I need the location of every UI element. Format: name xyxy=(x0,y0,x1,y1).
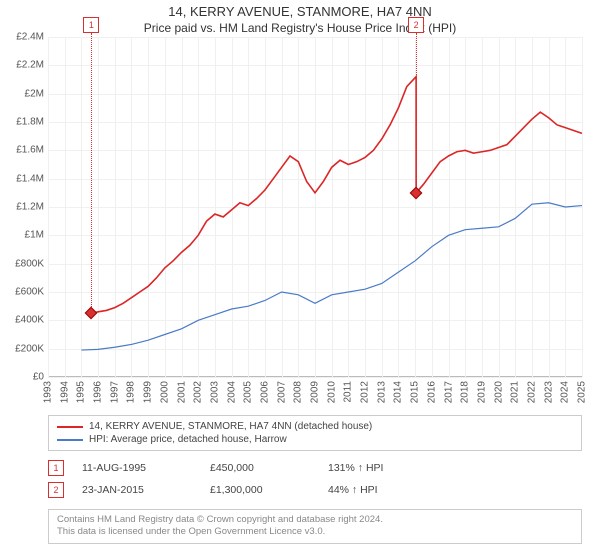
x-axis-label: 2005 xyxy=(243,381,254,403)
gridline-h xyxy=(48,377,582,378)
x-axis-label: 2007 xyxy=(276,381,287,403)
y-axis-label: £2M xyxy=(25,88,44,99)
x-axis-label: 1999 xyxy=(143,381,154,403)
y-axis-label: £2.2M xyxy=(16,60,44,71)
x-axis-label: 2013 xyxy=(376,381,387,403)
legend-label: HPI: Average price, detached house, Harr… xyxy=(89,434,287,445)
x-axis-label: 2004 xyxy=(226,381,237,403)
x-axis-label: 1996 xyxy=(93,381,104,403)
y-axis-label: £200K xyxy=(15,343,44,354)
transaction-hpi: 131% ↑ HPI xyxy=(328,462,582,474)
y-axis-label: £600K xyxy=(15,287,44,298)
transaction-date: 11-AUG-1995 xyxy=(82,462,192,474)
x-axis-label: 2024 xyxy=(560,381,571,403)
transaction-price: £450,000 xyxy=(210,462,310,474)
x-axis-label: 2000 xyxy=(159,381,170,403)
legend-swatch xyxy=(57,439,83,441)
x-axis-label: 2009 xyxy=(310,381,321,403)
y-axis-label: £1.2M xyxy=(16,202,44,213)
y-axis-label: £2.4M xyxy=(16,32,44,43)
price-chart: £0£200K£400K£600K£800K£1M£1.2M£1.4M£1.6M… xyxy=(48,37,582,377)
y-axis-label: £1.6M xyxy=(16,145,44,156)
x-axis-label: 2006 xyxy=(259,381,270,403)
y-axis-label: £1.4M xyxy=(16,173,44,184)
legend-swatch xyxy=(57,426,83,428)
x-axis-label: 2002 xyxy=(193,381,204,403)
legend-row: 14, KERRY AVENUE, STANMORE, HA7 4NN (det… xyxy=(57,420,573,433)
y-axis-label: £1.8M xyxy=(16,117,44,128)
x-axis-label: 2018 xyxy=(460,381,471,403)
x-axis-label: 2008 xyxy=(293,381,304,403)
x-axis-label: 2014 xyxy=(393,381,404,403)
x-axis-label: 2001 xyxy=(176,381,187,403)
chart-marker-label: 2 xyxy=(408,17,424,33)
series-line xyxy=(81,203,582,350)
footer-line: Contains HM Land Registry data © Crown c… xyxy=(57,514,573,526)
transaction-hpi: 44% ↑ HPI xyxy=(328,484,582,496)
transaction-marker: 1 xyxy=(48,460,64,476)
x-axis-label: 2011 xyxy=(343,381,354,403)
gridline-v xyxy=(582,37,583,377)
x-axis-label: 1998 xyxy=(126,381,137,403)
y-axis-label: £400K xyxy=(15,315,44,326)
chart-marker-line xyxy=(416,33,417,193)
x-axis-label: 2012 xyxy=(360,381,371,403)
x-axis-label: 1997 xyxy=(109,381,120,403)
footer-line: This data is licensed under the Open Gov… xyxy=(57,526,573,538)
legend-label: 14, KERRY AVENUE, STANMORE, HA7 4NN (det… xyxy=(89,421,372,432)
transaction-marker: 2 xyxy=(48,482,64,498)
x-axis-label: 2019 xyxy=(476,381,487,403)
chart-lines xyxy=(48,37,582,377)
x-axis-label: 2016 xyxy=(426,381,437,403)
transaction-date: 23-JAN-2015 xyxy=(82,484,192,496)
series-line xyxy=(91,77,582,314)
x-axis-label: 2022 xyxy=(526,381,537,403)
transaction-row: 1 11-AUG-1995 £450,000 131% ↑ HPI xyxy=(48,457,582,479)
x-axis-label: 2020 xyxy=(493,381,504,403)
x-axis-label: 2010 xyxy=(326,381,337,403)
legend: 14, KERRY AVENUE, STANMORE, HA7 4NN (det… xyxy=(48,415,582,451)
transaction-table: 1 11-AUG-1995 £450,000 131% ↑ HPI 2 23-JAN-20… xyxy=(48,457,582,501)
x-axis-label: 2025 xyxy=(577,381,588,403)
x-axis-label: 2017 xyxy=(443,381,454,403)
x-axis-label: 2021 xyxy=(510,381,521,403)
x-axis-label: 1993 xyxy=(43,381,54,403)
x-axis-label: 2023 xyxy=(543,381,554,403)
y-axis-label: £1M xyxy=(25,230,44,241)
transaction-row: 2 23-JAN-2015 £1,300,000 44% ↑ HPI xyxy=(48,479,582,501)
x-axis-label: 2003 xyxy=(209,381,220,403)
legend-row: HPI: Average price, detached house, Harr… xyxy=(57,433,573,446)
y-axis-label: £800K xyxy=(15,258,44,269)
chart-marker-label: 1 xyxy=(83,17,99,33)
chart-marker-line xyxy=(91,33,92,313)
footer-attribution: Contains HM Land Registry data © Crown c… xyxy=(48,509,582,544)
x-axis-label: 1995 xyxy=(76,381,87,403)
transaction-price: £1,300,000 xyxy=(210,484,310,496)
x-axis-label: 1994 xyxy=(59,381,70,403)
x-axis-label: 2015 xyxy=(410,381,421,403)
